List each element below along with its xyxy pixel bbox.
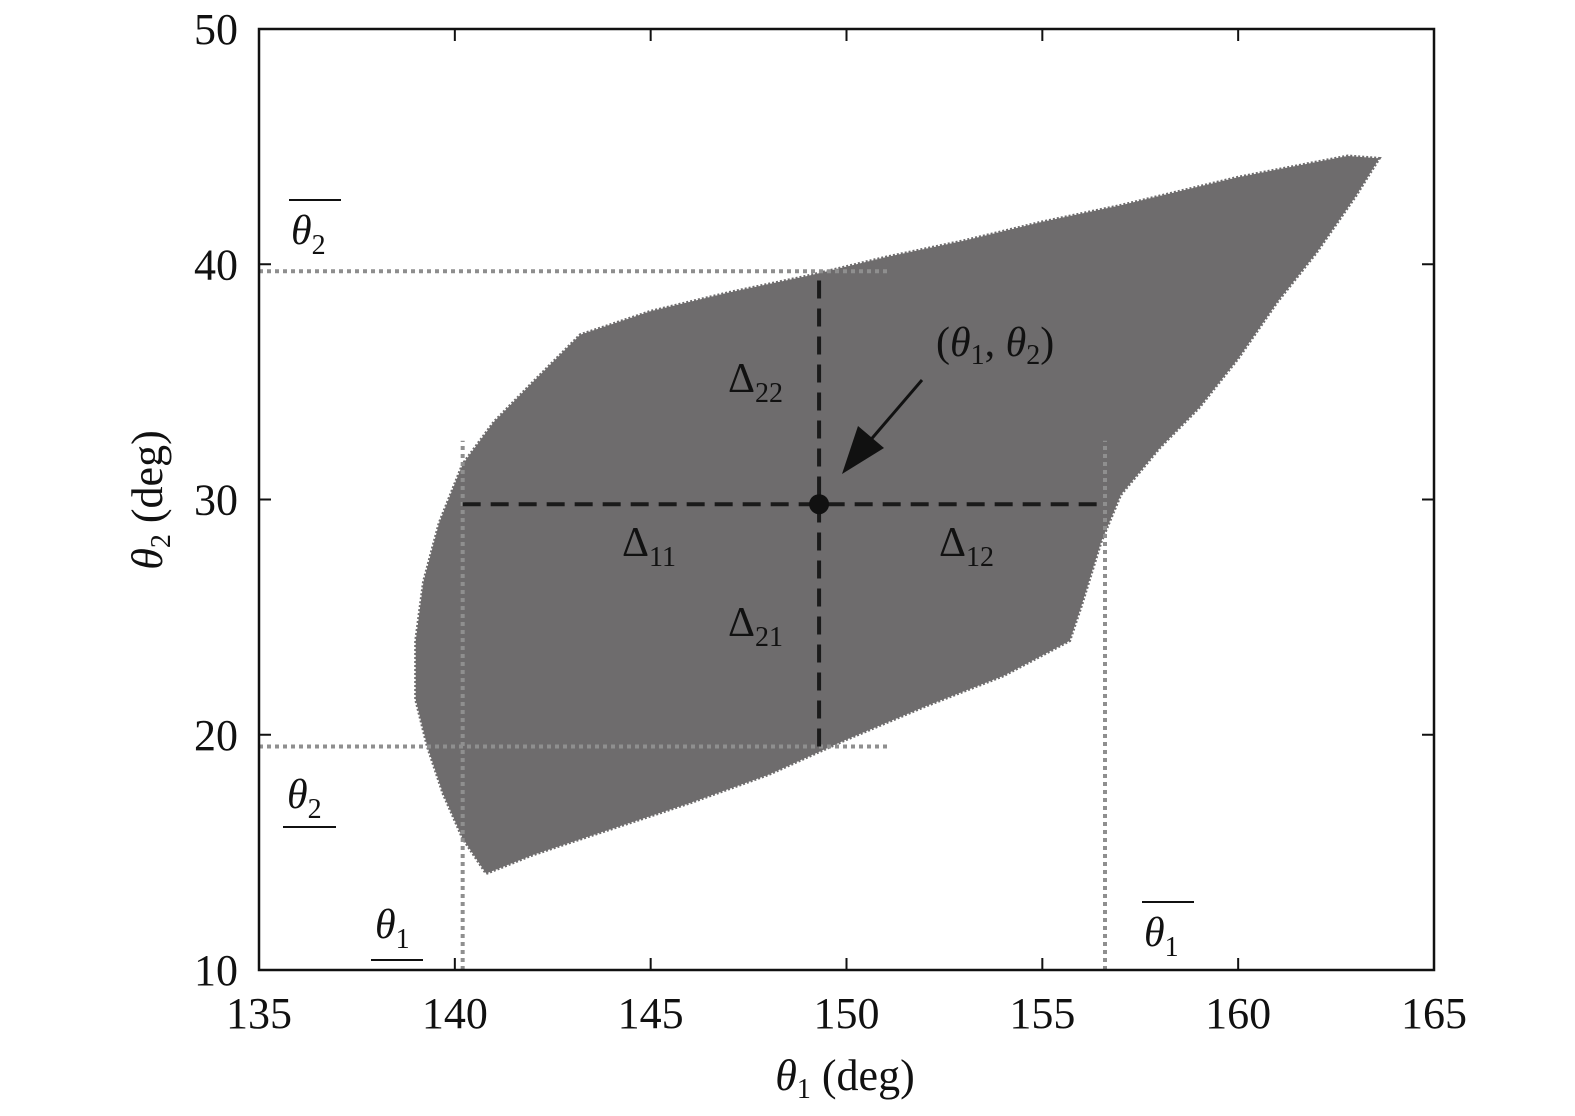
x-tick-label-3: 150: [814, 989, 880, 1038]
x-tick-label-6: 165: [1401, 989, 1467, 1038]
svg-text:θ2: θ2: [287, 772, 322, 825]
y-tick-label-3: 40: [194, 240, 238, 289]
delta-22-label: Δ22: [728, 356, 783, 409]
theta2-upper-bound-label: θ2: [289, 199, 341, 261]
y-tick-label-2: 30: [194, 476, 238, 525]
svg-text:θ1: θ1: [1144, 910, 1179, 963]
arrow-icon: [842, 379, 924, 474]
x-axis-label: θ1 (deg): [775, 1051, 914, 1105]
center-point: [809, 494, 830, 515]
y-tick-label-0: 10: [194, 946, 238, 995]
x-tick-label-0: 135: [226, 989, 292, 1038]
x-tick-label-5: 160: [1205, 989, 1271, 1038]
point-label: (θ1, θ2): [936, 320, 1054, 371]
theta1-lower-bound-label: θ1: [371, 902, 423, 961]
feasible-region: [414, 154, 1382, 876]
delta-11-label: Δ11: [622, 520, 676, 573]
svg-text:θ1: θ1: [375, 902, 410, 955]
x-tick-label-1: 140: [422, 989, 488, 1038]
x-tick-label-4: 155: [1009, 989, 1075, 1038]
y-tick-label-1: 20: [194, 711, 238, 760]
delta-12-label: Δ12: [939, 520, 994, 573]
delta-21-label: Δ21: [728, 600, 783, 653]
theta1-upper-bound-label: θ1: [1142, 901, 1194, 963]
y-axis-label: θ2 (deg): [123, 430, 177, 569]
y-tick-label-4: 50: [194, 5, 238, 54]
theta2-lower-bound-label: θ2: [283, 772, 336, 828]
x-tick-label-2: 145: [618, 989, 684, 1038]
svg-text:θ2: θ2: [291, 208, 326, 261]
